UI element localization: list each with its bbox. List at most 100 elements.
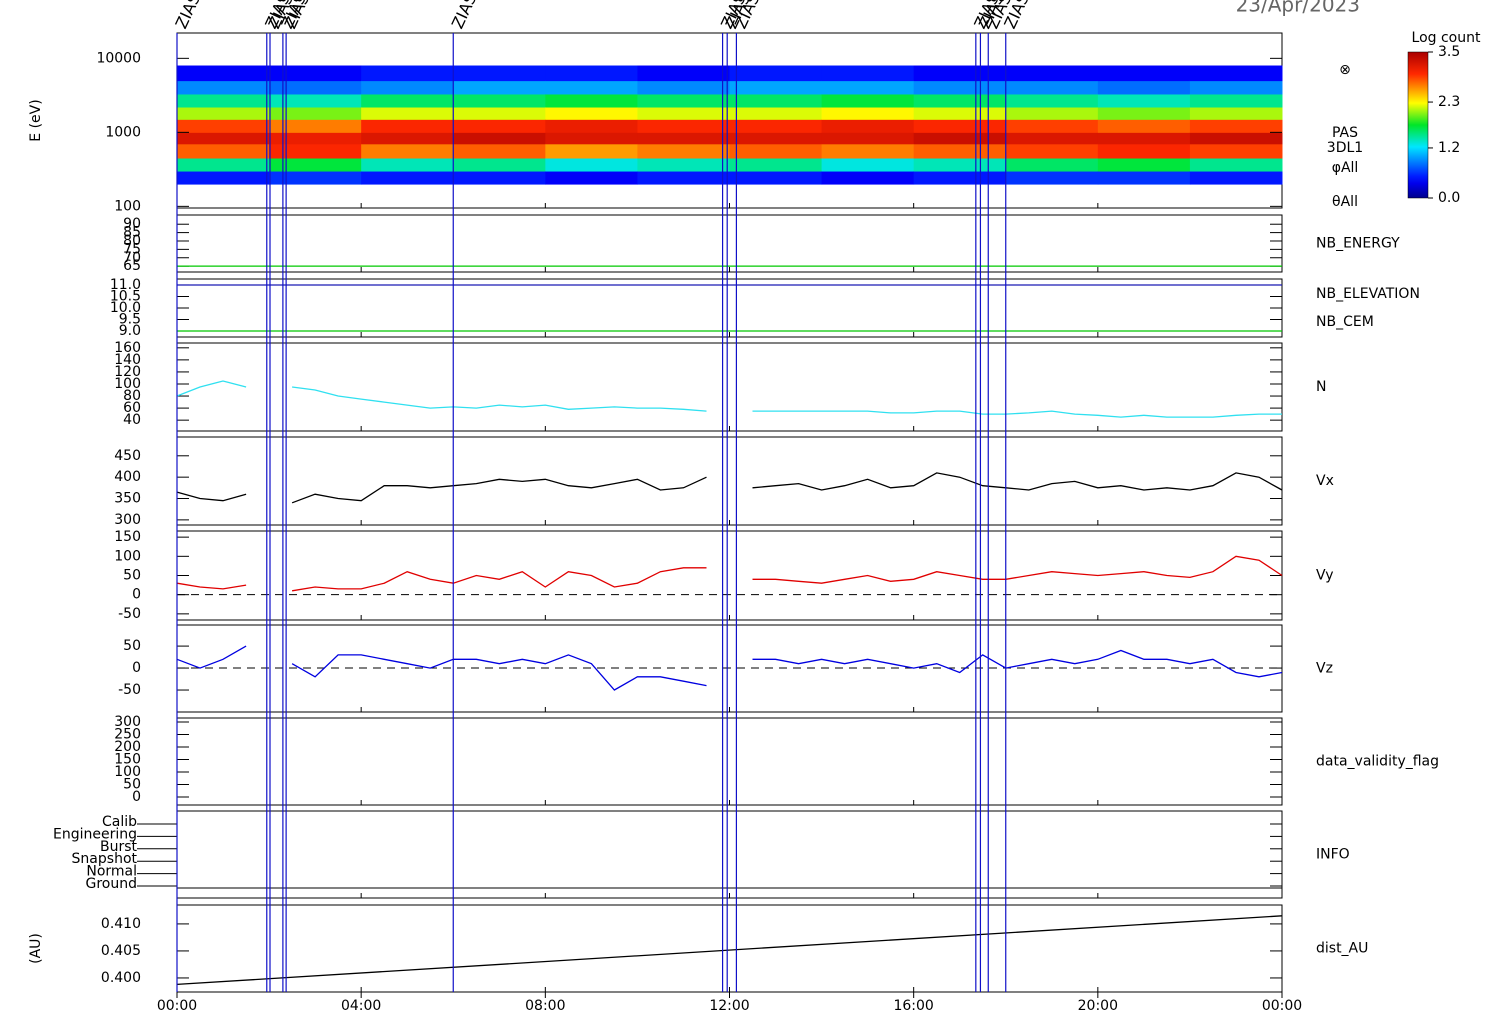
spectrogram-cell — [361, 93, 454, 108]
x-tick-label: 00:00 — [1262, 998, 1302, 1014]
spectrogram-cell — [637, 93, 730, 108]
y-tick-label: 85 — [123, 225, 141, 241]
date-title: 23/Apr/2023 — [1236, 0, 1360, 17]
spectrogram-cell — [545, 132, 638, 145]
colorbar-tick-label: 1.2 — [1438, 140, 1460, 156]
spectrogram-cell — [1097, 107, 1191, 120]
y-tick-label: 140 — [114, 352, 141, 368]
spectrogram-cell — [1097, 65, 1191, 82]
spectrogram-cell — [453, 132, 546, 145]
spectrogram-cell — [545, 65, 638, 82]
spectrogram-cell — [177, 143, 270, 159]
x-tick-label: 12:00 — [709, 998, 749, 1014]
spectrogram-cell — [1189, 65, 1283, 82]
series-line — [176, 472, 1283, 504]
colorbar-tick-label: 0.0 — [1438, 190, 1460, 206]
spectrogram-cell — [637, 143, 730, 159]
y-tick-label: 100 — [114, 376, 141, 392]
event-label: ZIAS — [448, 0, 481, 32]
spectrogram-cell — [1189, 107, 1283, 120]
spectrogram-cell — [729, 119, 823, 133]
spectrogram-cell — [177, 107, 270, 120]
y-tick-label: 400 — [114, 469, 141, 485]
spectrogram-cell — [637, 119, 730, 133]
y-tick-label: 65 — [123, 258, 141, 274]
spectrogram-cell — [269, 93, 362, 108]
category-label: Burst — [100, 839, 138, 855]
spectrogram-cell — [821, 65, 915, 82]
y-tick-label: 40 — [123, 412, 141, 428]
y-tick-label: 10000 — [96, 50, 141, 66]
spectrogram-cell — [821, 80, 915, 95]
y-tick-label: 50 — [123, 777, 141, 793]
spectrogram-cell — [1005, 158, 1099, 172]
spectrogram-cell — [1005, 119, 1099, 133]
spectrogram-cell — [1005, 80, 1099, 95]
spectrogram-cell — [729, 65, 823, 82]
category-label: Ground — [86, 876, 138, 892]
y-tick-label: 10.0 — [110, 300, 141, 316]
category-label: Snapshot — [72, 851, 138, 867]
spectrogram-cell — [177, 65, 270, 82]
spectrogram-cell — [545, 107, 638, 120]
y-tick-label: 450 — [114, 448, 141, 464]
spectrogram-cell — [545, 119, 638, 133]
spectrogram-cell — [913, 132, 1007, 145]
spectrogram-cell — [637, 80, 730, 95]
y-tick-label: 9.0 — [119, 323, 141, 339]
y-tick-label: 0.400 — [101, 970, 141, 986]
spectrogram-cell — [177, 132, 270, 145]
spectrogram-cell — [545, 171, 638, 185]
spectrogram-cell — [269, 107, 362, 120]
panel-frame — [176, 530, 1283, 621]
spectrogram-cell — [729, 158, 823, 172]
spectrogram-cell — [1005, 65, 1099, 82]
y-axis-label: E (eV) — [28, 99, 44, 141]
side-label: ⊗ — [1339, 62, 1351, 78]
spectrogram-cell — [1005, 143, 1099, 159]
y-tick-label: 50 — [123, 568, 141, 584]
panel-frame — [176, 717, 1283, 806]
y-tick-label: 10.5 — [110, 288, 141, 304]
y-tick-label: 150 — [114, 752, 141, 768]
spectrogram-cell — [177, 158, 270, 172]
spectrogram-cell — [545, 80, 638, 95]
spectrogram-cell — [1005, 171, 1099, 185]
spectrogram-cell — [1097, 171, 1191, 185]
y-tick-label: 350 — [114, 491, 141, 507]
spectrogram-cell — [821, 132, 915, 145]
series-line — [176, 645, 1283, 691]
y-tick-label: 0 — [132, 789, 141, 805]
y-tick-label: 100 — [114, 198, 141, 214]
y-tick-label: 90 — [123, 216, 141, 232]
spectrogram-cell — [913, 65, 1007, 82]
spectrogram-cell — [269, 158, 362, 172]
series-label: NB_ELEVATION — [1316, 286, 1420, 302]
spectrogram-cell — [177, 119, 270, 133]
spectrogram-cell — [453, 80, 546, 95]
panel-frame — [176, 904, 1283, 993]
spectrogram-cell — [821, 171, 915, 185]
spectrogram-cell — [1189, 158, 1283, 172]
spectrogram-cell — [361, 119, 454, 133]
spectrogram-cell — [637, 107, 730, 120]
spectrogram-cell — [1097, 158, 1191, 172]
spectrogram-cell — [913, 80, 1007, 95]
side-label: θAll — [1332, 194, 1358, 210]
spectrogram-cell — [729, 107, 823, 120]
spectrogram-cell — [453, 143, 546, 159]
series-label: NB_CEM — [1316, 314, 1374, 330]
spectrogram-cell — [1097, 119, 1191, 133]
spectrogram-cell — [1189, 171, 1283, 185]
side-label: φAll — [1332, 160, 1359, 176]
spectrogram-cell — [545, 93, 638, 108]
spectrogram-cell — [729, 80, 823, 95]
y-tick-label: 300 — [114, 714, 141, 730]
y-tick-label: 300 — [114, 512, 141, 528]
spectrogram-cell — [361, 65, 454, 82]
spectrogram-cell — [1005, 107, 1099, 120]
spectrogram-cell — [1097, 143, 1191, 159]
category-label: Engineering — [53, 826, 137, 842]
colorbar — [1407, 51, 1429, 199]
spectrogram-cell — [1189, 80, 1283, 95]
